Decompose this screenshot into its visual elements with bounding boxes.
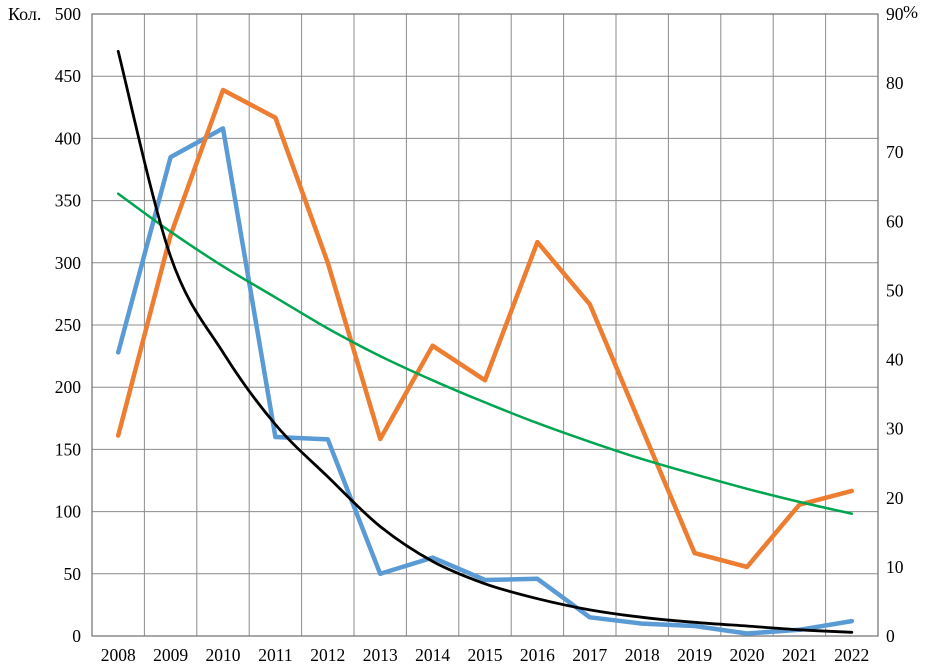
left-axis-title: Кол. — [8, 4, 42, 24]
x-axis-tick-label: 2014 — [415, 645, 450, 665]
series-line-percent-actual — [115, 87, 855, 570]
series-line-count-trend — [116, 49, 854, 634]
right-axis-tick-label: 70 — [886, 142, 904, 162]
x-axis-tick-label: 2017 — [572, 645, 607, 665]
x-axis-tick-label: 2011 — [258, 645, 292, 665]
x-axis-tick-label: 2010 — [206, 645, 241, 665]
x-axis-tick-label: 2015 — [468, 645, 503, 665]
x-axis-tick-label: 2009 — [153, 645, 188, 665]
left-axis-tick-label: 50 — [64, 564, 82, 584]
left-axis-tick-label: 450 — [55, 66, 82, 86]
x-axis-tick-label: 2021 — [782, 645, 817, 665]
left-axis-tick-label: 500 — [55, 4, 82, 24]
series-line-percent-trend — [116, 192, 854, 515]
x-axis-tick-label: 2013 — [363, 645, 398, 665]
right-axis-tick-label: 50 — [886, 280, 904, 300]
right-axis-tick-label: 60 — [886, 211, 904, 231]
left-axis-tick-label: 0 — [72, 626, 81, 646]
right-axis-tick-label: 40 — [886, 350, 904, 370]
right-axis-title: % — [903, 2, 918, 22]
x-axis-tick-label: 2020 — [730, 645, 765, 665]
left-axis-tick-label: 350 — [55, 191, 82, 211]
right-axis-tick-label: 20 — [886, 488, 904, 508]
x-axis-tick-label: 2012 — [310, 645, 345, 665]
right-axis-tick-label: 90 — [886, 4, 904, 24]
plot-border — [91, 13, 879, 637]
left-axis-tick-label: 400 — [55, 128, 82, 148]
x-axis-tick-label: 2008 — [101, 645, 136, 665]
x-axis-tick-label: 2018 — [625, 645, 660, 665]
right-axis-tick-label: 30 — [886, 419, 904, 439]
left-axis-tick-label: 150 — [55, 439, 82, 459]
left-axis-tick-label: 200 — [55, 377, 82, 397]
right-axis-tick-label: 10 — [886, 557, 904, 577]
left-axis-tick-label: 100 — [55, 502, 82, 522]
x-axis-tick-label: 2019 — [677, 645, 712, 665]
x-axis-tick-label: 2022 — [834, 645, 869, 665]
x-axis-tick-label: 2016 — [520, 645, 555, 665]
left-axis-tick-label: 300 — [55, 253, 82, 273]
right-axis-tick-label: 0 — [886, 626, 895, 646]
series-line-count-actual — [115, 126, 855, 636]
left-axis-tick-label: 250 — [55, 315, 82, 335]
right-axis-tick-label: 80 — [886, 73, 904, 93]
